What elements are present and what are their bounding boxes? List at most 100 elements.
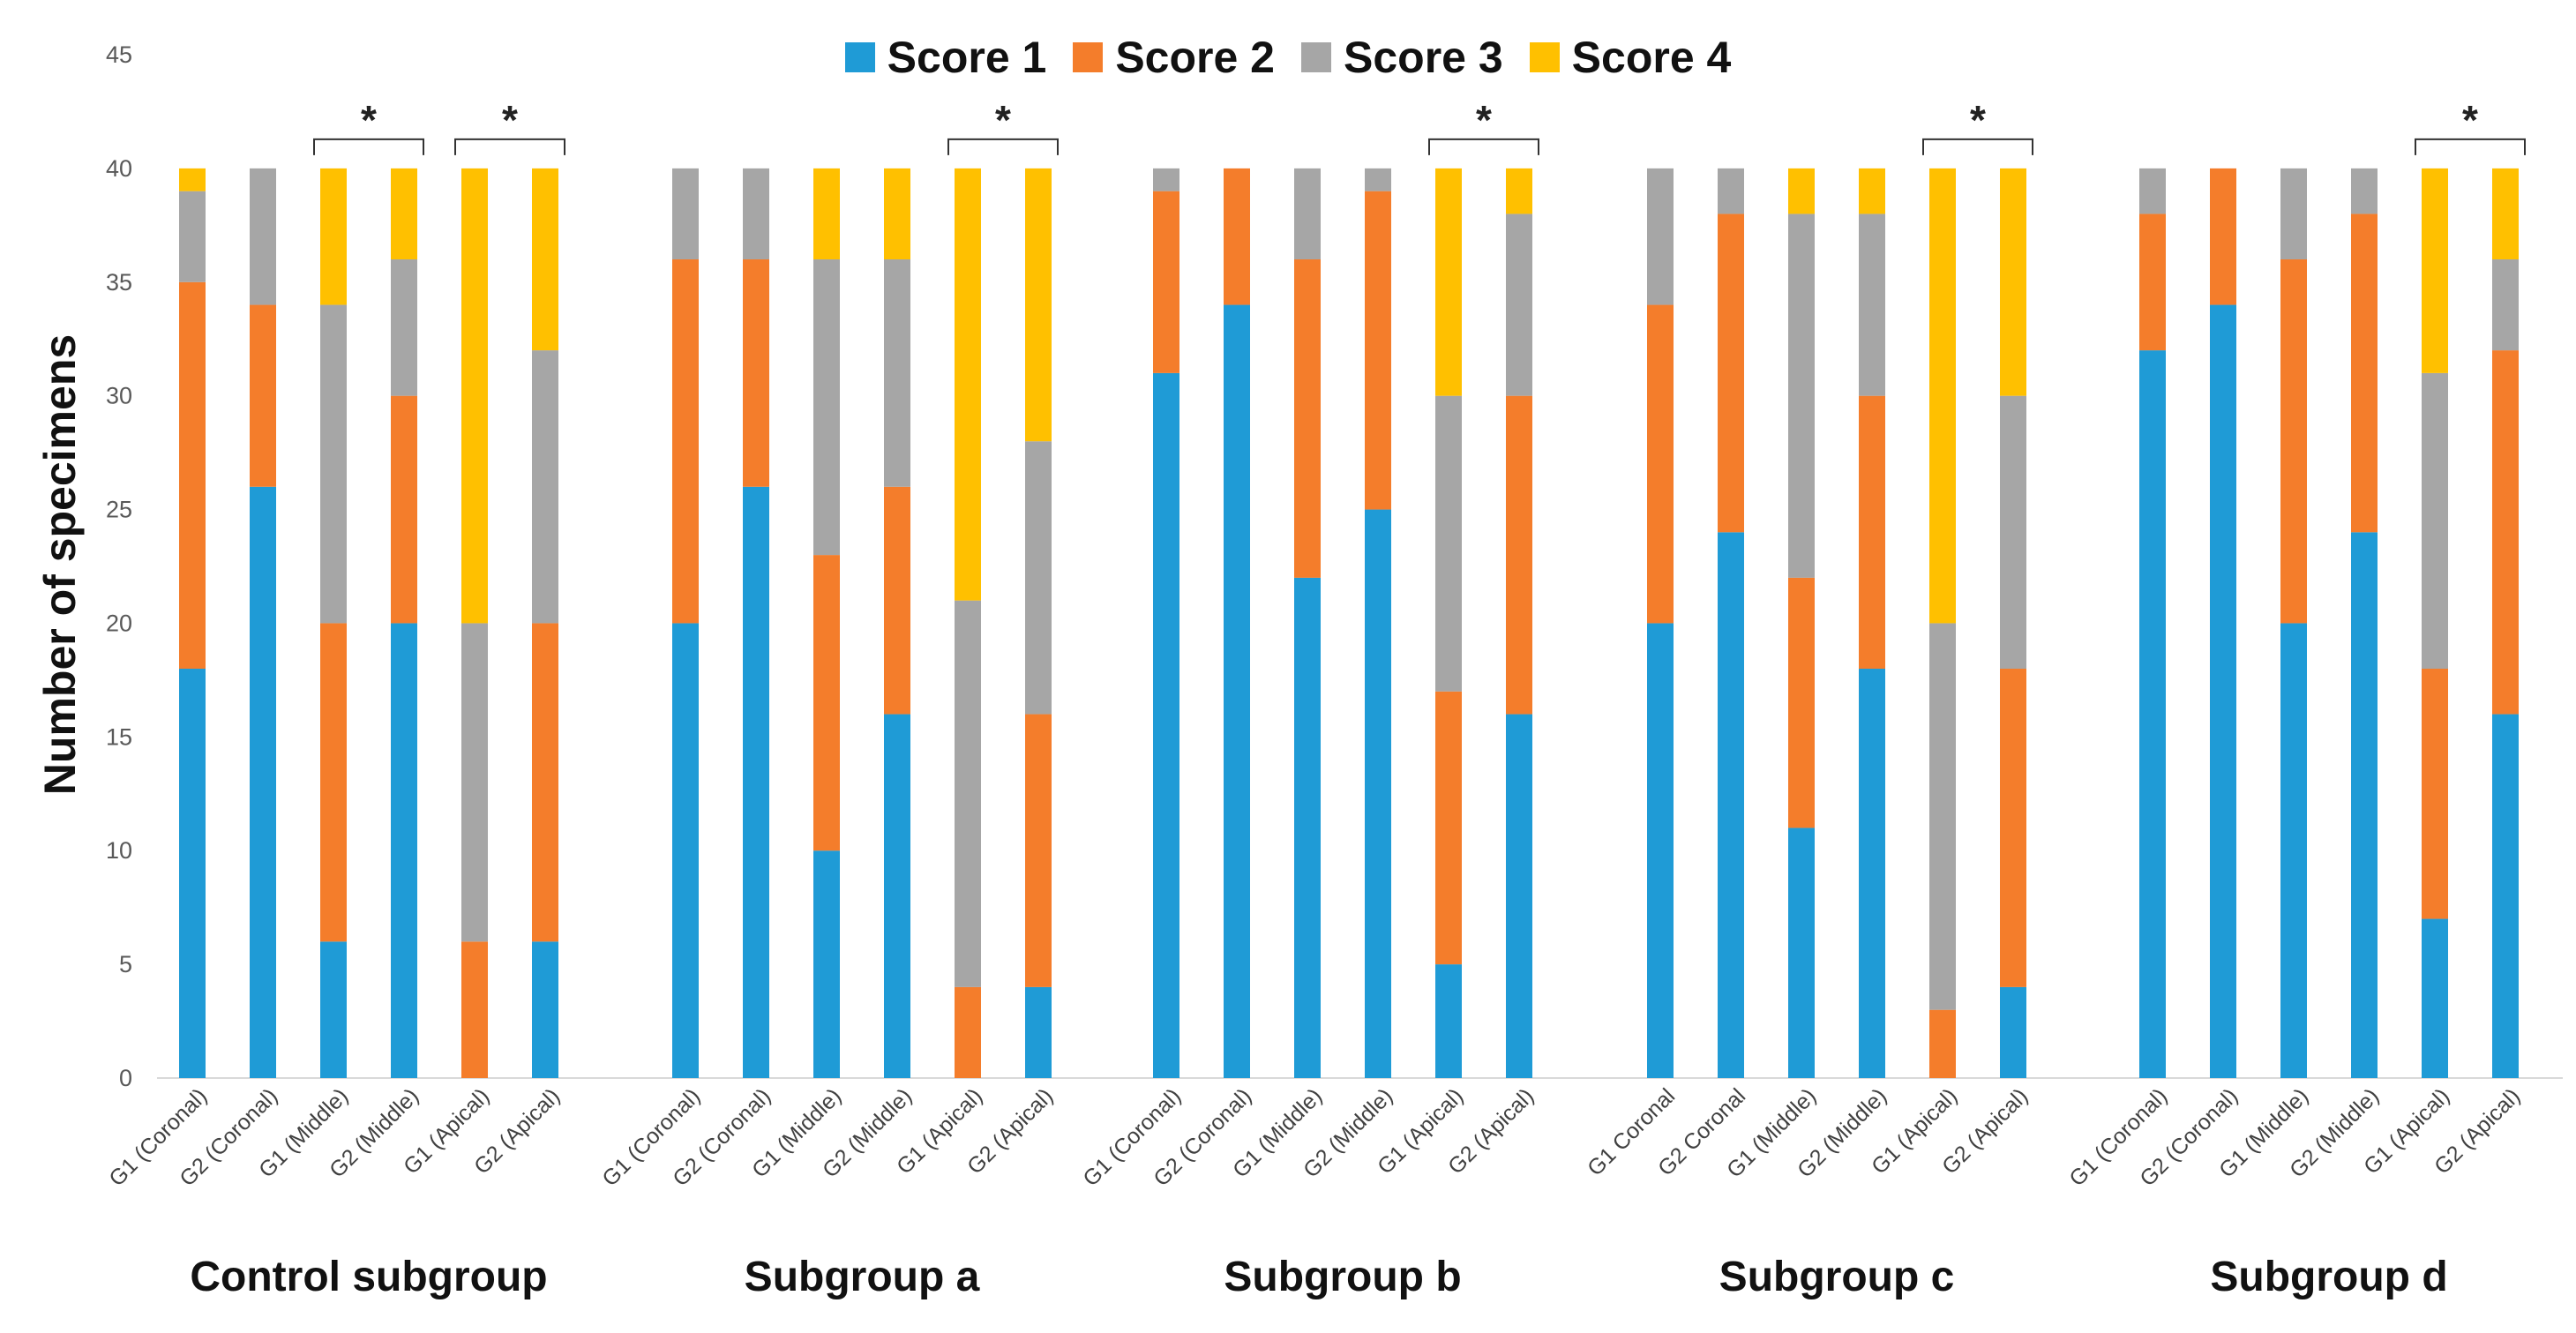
bar-segment — [1506, 168, 1532, 214]
bar-segment — [250, 304, 276, 487]
bar-segment — [2139, 350, 2166, 1079]
bar-segment — [743, 259, 769, 487]
bar-segment — [672, 168, 699, 259]
bar-segment — [2000, 986, 2026, 1078]
bar-segment — [391, 259, 417, 396]
significance-star: * — [1476, 97, 1492, 143]
bar-segment — [461, 168, 488, 624]
bar-segment — [2492, 259, 2519, 351]
group-label: Subgroup b — [1224, 1254, 1461, 1300]
bar-segment — [2280, 168, 2307, 259]
legend-swatch — [1301, 42, 1331, 72]
bar-segment — [1294, 577, 1321, 1078]
significance-star: * — [2462, 97, 2478, 143]
bar-segment — [391, 168, 417, 259]
bar-segment — [2210, 304, 2236, 1078]
bar-segment — [672, 259, 699, 624]
y-tick-label: 0 — [119, 1065, 132, 1091]
bar-segment — [1294, 168, 1321, 259]
bar-segment — [1153, 168, 1179, 191]
bar-segment — [2210, 168, 2236, 305]
bar-segment — [743, 486, 769, 1078]
bar-segment — [1506, 213, 1532, 396]
group-label: Control subgroup — [190, 1254, 547, 1300]
legend-item: Score 1 — [844, 32, 1047, 83]
bar-segment — [955, 168, 981, 601]
legend-label: Score 3 — [1344, 33, 1503, 82]
bar-segment — [391, 395, 417, 624]
bar-segment — [2492, 350, 2519, 715]
bar-segment — [1435, 168, 1462, 396]
legend-item: Score 2 — [1073, 32, 1275, 83]
legend-swatch — [844, 42, 875, 72]
bar-segment — [813, 555, 840, 851]
significance-star: * — [995, 97, 1011, 143]
y-tick-label: 25 — [106, 497, 132, 523]
bar-segment — [813, 168, 840, 259]
bar-segment — [2280, 623, 2307, 1078]
bar-segment — [2422, 372, 2448, 669]
y-tick-label: 5 — [119, 951, 132, 977]
y-axis-label-wrap: Number of specimens — [25, 212, 95, 917]
bar-segment — [1647, 623, 1674, 1078]
bar-segment — [1718, 532, 1744, 1078]
bar-segment — [179, 191, 206, 282]
bar-segment — [320, 941, 347, 1078]
bar-segment — [1025, 441, 1052, 715]
bar-segment — [2000, 395, 2026, 669]
significance-bracket — [2415, 138, 2526, 155]
significance-bracket — [1428, 138, 1539, 155]
bar-segment — [1788, 828, 1815, 1078]
bar-segment — [179, 168, 206, 191]
y-tick-label: 20 — [106, 610, 132, 636]
legend-swatch — [1529, 42, 1560, 72]
bar-segment — [1025, 714, 1052, 987]
bar-segment — [955, 600, 981, 987]
bar-segment — [1153, 191, 1179, 373]
bar-segment — [2422, 168, 2448, 373]
bar-segment — [884, 168, 910, 259]
bar-segment — [1929, 1009, 1956, 1078]
significance-bracket — [947, 138, 1059, 155]
bar-segment — [1929, 623, 1956, 1010]
bar-segment — [391, 623, 417, 1078]
legend-item: Score 4 — [1529, 32, 1731, 83]
bar-segment — [2351, 168, 2378, 214]
significance-star: * — [1970, 97, 1986, 143]
y-tick-label: 35 — [106, 269, 132, 296]
bar-segment — [532, 623, 558, 942]
legend-label: Score 2 — [1115, 33, 1275, 82]
bar-segment — [1365, 168, 1391, 191]
bar-segment — [1365, 509, 1391, 1078]
significance-star: * — [361, 97, 377, 143]
bar-segment — [320, 623, 347, 942]
bar-segment — [813, 850, 840, 1078]
bar-segment — [1224, 304, 1250, 1078]
group-label: Subgroup d — [2210, 1254, 2447, 1300]
group-label: Subgroup c — [1719, 1254, 1955, 1300]
legend: Score 1 Score 2 Score 3 Score 4 — [0, 32, 2576, 83]
bar-segment — [884, 486, 910, 715]
significance-bracket — [1922, 138, 2033, 155]
bar-segment — [1435, 395, 1462, 692]
bar-segment — [1788, 213, 1815, 578]
bar-segment — [2139, 213, 2166, 351]
group-label: Subgroup a — [745, 1254, 980, 1300]
significance-star: * — [502, 97, 518, 143]
bar-segment — [2351, 213, 2378, 533]
legend-label: Score 1 — [887, 33, 1047, 82]
bar-segment — [2000, 168, 2026, 396]
bar-segment — [532, 941, 558, 1078]
bar-segment — [1718, 168, 1744, 214]
bar-segment — [1294, 259, 1321, 578]
y-axis-label: Number of specimens — [35, 333, 85, 796]
bar-segment — [672, 623, 699, 1078]
bar-segment — [1929, 168, 1956, 624]
y-tick-label: 10 — [106, 837, 132, 864]
bar-segment — [250, 168, 276, 305]
bar-segment — [2422, 669, 2448, 919]
significance-bracket — [313, 138, 424, 155]
bar-segment — [1718, 213, 1744, 533]
bar-segment — [1025, 168, 1052, 442]
